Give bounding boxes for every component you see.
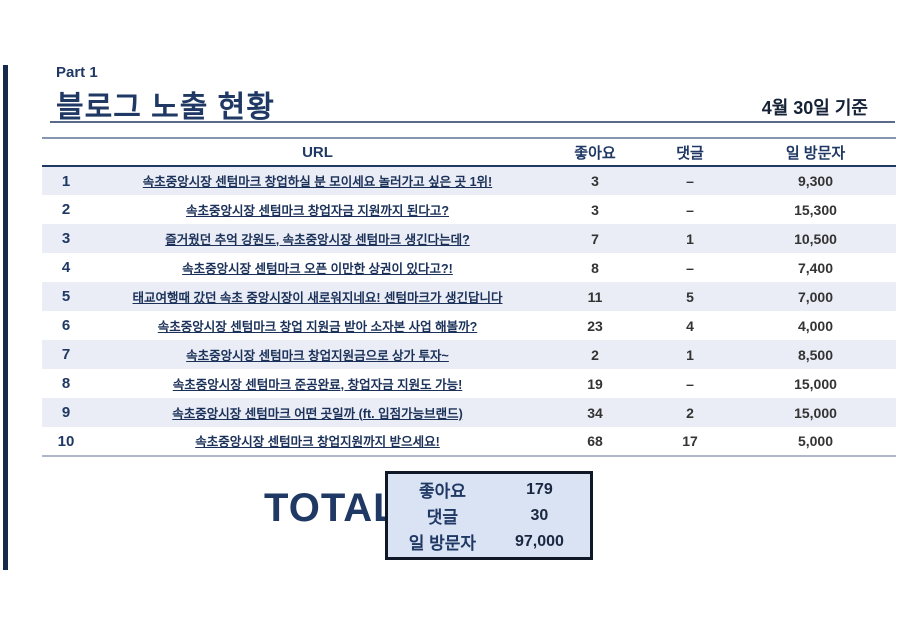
total-likes-value: 179 [526,480,553,498]
rank-cell: 9 [61,404,71,421]
table-row: 7 속초중앙시장 센텀마크 창업지원금으로 상가 투자~ 2 1 8,500 [42,340,896,369]
rank-cell: 2 [61,201,71,218]
total-visitors-value: 97,000 [514,532,564,550]
comments-cell: 5 [686,288,694,305]
table-row: 5 태교여행때 갔던 속초 중앙시장이 새로워지네요! 센텀마크가 생긴답니다 … [42,282,896,311]
total-label: TOTAL [264,486,399,530]
visitors-cell: 5,000 [797,433,834,449]
visitors-cell: 15,300 [794,201,837,218]
part-label: Part 1 [56,64,98,81]
comments-cell: – [686,375,694,392]
table-row: 8 속초중앙시장 센텀마크 준공완료, 창업자금 지원도 가능! 19 – 15… [42,369,896,398]
rank-header [42,138,90,166]
comments-cell: – [686,201,694,218]
comments-cell: 2 [686,404,694,421]
rank-cell: 10 [57,432,75,450]
total-comments-label: 댓글 [426,508,459,527]
total-likes-label: 좋아요 [418,482,466,501]
table-row: 2 속초중앙시장 센텀마크 창업자금 지원까지 된다고? 3 – 15,300 [42,195,896,224]
table-header-row: URL 좋아요 댓글 일 방문자 [42,138,896,166]
blog-post-link[interactable]: 속초중앙시장 센텀마크 창업자금 지원까지 된다고? [185,203,450,218]
blog-post-link[interactable]: 속초중앙시장 센텀마크 어떤 곳일까 (ft. 입점가능브랜드) [172,406,463,421]
likes-cell: 11 [587,288,603,305]
rank-cell: 3 [61,230,71,247]
visitors-header: 일 방문자 [785,144,846,162]
visitors-cell: 7,400 [797,259,834,276]
url-header: URL [302,143,333,161]
visitors-cell: 7,000 [797,288,834,305]
likes-cell: 34 [587,404,603,421]
visitors-cell: 15,000 [794,404,837,421]
rank-cell: 5 [61,288,71,305]
comments-cell: 1 [686,230,694,247]
comments-cell: 4 [686,317,694,334]
visitors-cell: 10,500 [794,230,837,247]
comments-cell: – [686,259,694,276]
blog-post-link[interactable]: 즐거웠던 추억 강원도, 속초중앙시장 센텀마크 생긴다는데? [165,232,470,247]
likes-cell: 3 [591,201,599,218]
header-block: Part 1 블로그 노출 현황 [56,64,275,126]
table-row: 3 즐거웠던 추억 강원도, 속초중앙시장 센텀마크 생긴다는데? 7 1 10… [42,224,896,253]
table-row: 10 속초중앙시장 센텀마크 창업지원까지 받으세요! 68 17 5,000 [42,427,896,456]
total-summary-box: 좋아요 179 댓글 30 일 방문자 97,000 [385,471,593,560]
rank-cell: 7 [61,346,71,363]
blog-post-link[interactable]: 속초중앙시장 센텀마크 창업 지원금 받아 소자본 사업 해볼까? [157,319,478,334]
total-row: 댓글 30 [392,503,586,528]
table-row: 6 속초중앙시장 센텀마크 창업 지원금 받아 소자본 사업 해볼까? 23 4… [42,311,896,340]
visitors-cell: 8,500 [797,346,834,363]
blog-exposure-table: URL 좋아요 댓글 일 방문자 1 속초중앙시장 센텀마크 창업하실 분 모이… [42,137,896,457]
visitors-cell: 4,000 [797,317,834,334]
blog-post-link[interactable]: 속초중앙시장 센텀마크 오픈 이만한 상권이 있다고?! [182,261,453,276]
rank-cell: 1 [61,172,71,190]
rank-cell: 6 [61,317,71,334]
comments-cell: 1 [686,346,694,363]
likes-header: 좋아요 [574,144,616,162]
visitors-cell: 9,300 [797,173,834,189]
total-visitors-label: 일 방문자 [408,534,477,553]
table-row: 9 속초중앙시장 센텀마크 어떤 곳일까 (ft. 입점가능브랜드) 34 2 … [42,398,896,427]
blog-post-link[interactable]: 속초중앙시장 센텀마크 창업지원까지 받으세요! [195,435,440,449]
table-row: 1 속초중앙시장 센텀마크 창업하실 분 모이세요 놀러가고 싶은 곳 1위! … [42,166,896,195]
visitors-cell: 15,000 [794,375,837,392]
left-accent-bar [3,65,8,570]
total-comments-value: 30 [530,506,549,524]
comments-cell: 17 [682,433,698,449]
blog-post-link[interactable]: 속초중앙시장 센텀마크 창업지원금으로 상가 투자~ [186,348,449,363]
likes-cell: 23 [587,317,603,334]
likes-cell: 7 [591,230,599,247]
likes-cell: 19 [587,375,603,392]
blog-post-link[interactable]: 속초중앙시장 센텀마크 준공완료, 창업자금 지원도 가능! [172,377,463,392]
total-row: 일 방문자 97,000 [392,529,586,554]
blog-post-link[interactable]: 태교여행때 갔던 속초 중앙시장이 새로워지네요! 센텀마크가 생긴답니다 [132,290,503,305]
rank-cell: 8 [61,375,71,392]
total-row: 좋아요 179 [392,477,586,502]
likes-cell: 2 [591,346,599,363]
blog-post-link[interactable]: 속초중앙시장 센텀마크 창업하실 분 모이세요 놀러가고 싶은 곳 1위! [142,175,493,189]
likes-cell: 68 [587,433,603,449]
title-divider [50,121,895,123]
likes-cell: 8 [591,259,599,276]
likes-cell: 3 [591,173,599,189]
page-title: 블로그 노출 현황 [56,91,275,124]
date-note: 4월 30일 기준 [761,98,868,118]
rank-cell: 4 [61,259,71,276]
comments-header: 댓글 [676,144,704,162]
comments-cell: – [686,173,694,189]
table-row: 4 속초중앙시장 센텀마크 오픈 이만한 상권이 있다고?! 8 – 7,400 [42,253,896,282]
